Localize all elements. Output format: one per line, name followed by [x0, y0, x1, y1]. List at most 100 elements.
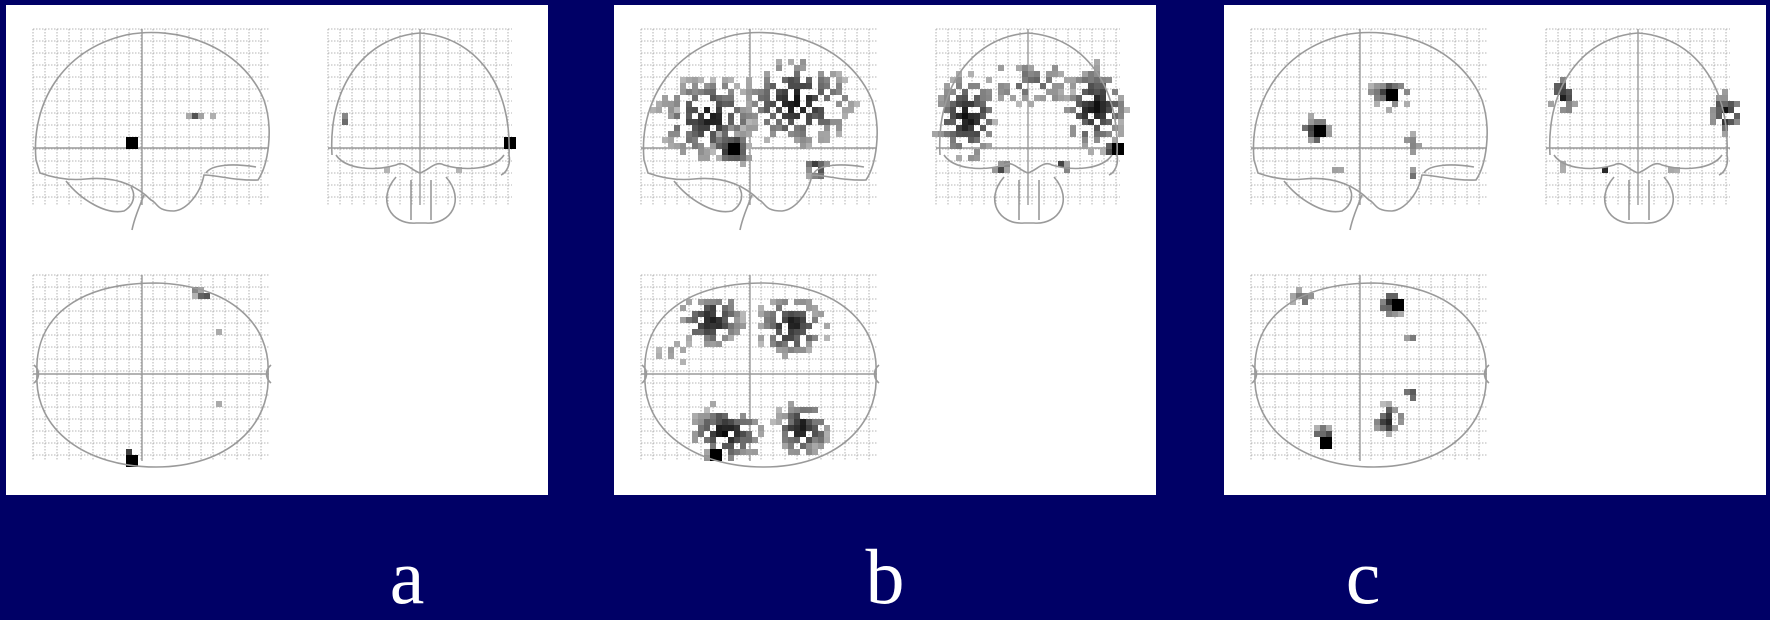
- panel-b-voxel: [824, 161, 830, 167]
- panel-b-voxel: [1112, 125, 1118, 131]
- panel-b-voxel: [698, 131, 704, 137]
- panel-b-voxel: [776, 299, 782, 305]
- panel-b-voxel: [836, 71, 842, 77]
- panel-b-voxel: [812, 161, 818, 167]
- panel-b-voxel: [770, 341, 776, 347]
- panel-b-voxel: [800, 323, 806, 329]
- panel-b-voxel: [1100, 119, 1106, 125]
- panel-b-voxel: [722, 77, 728, 83]
- panel-c-voxel: [1380, 401, 1386, 407]
- panel-b-voxel: [1088, 101, 1094, 107]
- coronal-outline: [938, 32, 1119, 176]
- panel-c-voxel: [1560, 77, 1566, 83]
- panel-b-voxel: [716, 413, 722, 419]
- panel-c-voxel: [1416, 143, 1422, 149]
- panel-c-voxel: [1380, 425, 1386, 431]
- panel-b-voxel: [968, 71, 974, 77]
- panel-c-peak: [1392, 299, 1404, 311]
- panel-b-peak: [710, 449, 722, 461]
- panel-b-voxel: [818, 137, 824, 143]
- panel-b-voxel: [728, 329, 734, 335]
- panel-b-voxel: [1028, 71, 1034, 77]
- panel-b-voxel: [680, 359, 686, 365]
- panel-b-voxel: [770, 311, 776, 317]
- panel-b-voxel: [758, 425, 764, 431]
- panel-b-voxel: [1118, 107, 1124, 113]
- panel-b-voxel: [722, 137, 728, 143]
- panel-b-voxel: [842, 95, 848, 101]
- panel-b-voxel: [794, 437, 800, 443]
- panel-b-voxel: [776, 341, 782, 347]
- panel-b-voxel: [692, 137, 698, 143]
- panel-c-voxel: [1392, 101, 1398, 107]
- panel-b-voxel: [734, 317, 740, 323]
- panel-b-voxel: [794, 101, 800, 107]
- panel-b-voxel: [1070, 125, 1076, 131]
- panel-c-voxel: [1602, 167, 1608, 173]
- panel-b-voxel: [728, 89, 734, 95]
- panel-b-voxel: [1106, 107, 1112, 113]
- panel-c-voxel: [1308, 293, 1314, 299]
- panel-b-voxel: [1070, 83, 1076, 89]
- panel-b-voxel: [752, 89, 758, 95]
- panel-b-voxel: [980, 125, 986, 131]
- panel-b-voxel: [818, 107, 824, 113]
- panel-b-voxel: [818, 131, 824, 137]
- panel-b-voxel: [704, 155, 710, 161]
- panel-b-voxel: [740, 155, 746, 161]
- panel-b-voxel: [686, 317, 692, 323]
- panel-b-voxel: [710, 137, 716, 143]
- panel-b-voxel: [1106, 149, 1112, 155]
- panel-b-voxel: [746, 107, 752, 113]
- panel-b-voxel: [704, 449, 710, 455]
- panel-b-voxel: [776, 305, 782, 311]
- panel-b-voxel: [938, 131, 944, 137]
- panel-b-voxel: [1070, 107, 1076, 113]
- panel-b-voxel: [728, 119, 734, 125]
- panel-b-voxel: [668, 347, 674, 353]
- panel-b-voxel: [692, 143, 698, 149]
- panel-b-voxel: [1082, 89, 1088, 95]
- panel-c-voxel: [1410, 131, 1416, 137]
- panel-b-voxel: [794, 65, 800, 71]
- panel-b-voxel: [728, 311, 734, 317]
- panel-b-voxel: [740, 113, 746, 119]
- panel-b-voxel: [968, 101, 974, 107]
- axial-outline: [644, 282, 877, 468]
- panel-c-voxel: [1410, 395, 1416, 401]
- label-b: b: [865, 533, 905, 620]
- panel-c-voxel: [1716, 113, 1722, 119]
- panel-c-voxel: [1380, 95, 1386, 101]
- panel-b-voxel: [998, 65, 1004, 71]
- panel-b-voxel: [998, 167, 1004, 173]
- panel-b-voxel: [728, 101, 734, 107]
- panel-b-voxel: [752, 437, 758, 443]
- panel-b-voxel: [794, 125, 800, 131]
- panel-b-voxel: [974, 95, 980, 101]
- panel-b-voxel: [716, 131, 722, 137]
- panel-c-voxel: [1404, 137, 1410, 143]
- panel-a-voxel: [342, 119, 348, 125]
- panel-b-voxel: [1052, 65, 1058, 71]
- panel-c-peak: [1314, 125, 1326, 137]
- panel-b-voxel: [962, 107, 968, 113]
- panel-b-voxel: [944, 131, 950, 137]
- panel-b-voxel: [1034, 95, 1040, 101]
- panel-b-voxel: [818, 437, 824, 443]
- panel-b-voxel: [740, 149, 746, 155]
- panel-b-voxel: [788, 101, 794, 107]
- panel-b-voxel: [824, 83, 830, 89]
- panel-b-voxel: [1064, 107, 1070, 113]
- panel-b-voxel: [686, 341, 692, 347]
- panel-b-voxel: [992, 119, 998, 125]
- panel-b-voxel: [800, 419, 806, 425]
- panel-b-voxel: [1070, 131, 1076, 137]
- panel-b-voxel: [962, 89, 968, 95]
- panel-c-voxel: [1374, 89, 1380, 95]
- panel-b-voxel: [758, 305, 764, 311]
- panel-b-voxel: [734, 323, 740, 329]
- panel-c-voxel: [1710, 119, 1716, 125]
- panel-b-voxel: [1070, 95, 1076, 101]
- panel-b-voxel: [764, 311, 770, 317]
- coronal-stem: [1018, 180, 1040, 220]
